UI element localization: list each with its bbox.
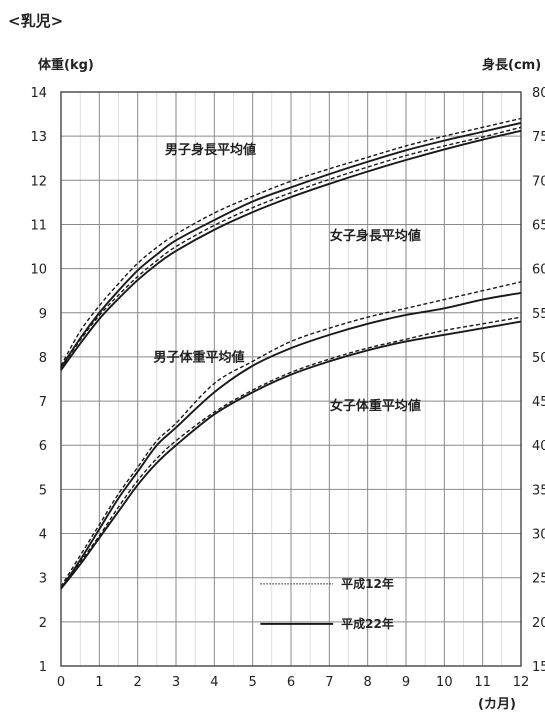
series-lines <box>60 117 522 590</box>
y-left-tick-label: 5 <box>39 483 47 498</box>
y-left-tick-label: 9 <box>39 307 47 322</box>
section-label: <乳児> <box>8 12 64 30</box>
y-right-tick-label: 70 <box>532 174 545 189</box>
series-line-h12 <box>60 126 522 369</box>
y-right-tick-label: 60 <box>532 263 545 278</box>
y-right-tick-label: 25 <box>532 572 545 587</box>
y-right-tick-label: 50 <box>532 351 545 366</box>
y-right-tick-label: 20 <box>532 616 545 631</box>
curve-label: 男子身長平均値 <box>165 142 256 158</box>
y-right-tick-label: 30 <box>532 528 545 543</box>
x-tick-label: 4 <box>210 675 218 690</box>
series-line-h22 <box>60 320 522 590</box>
series-line-h22 <box>60 129 522 371</box>
right-axis-label: 身長(cm) <box>482 58 542 73</box>
y-right-tick-label: 75 <box>532 130 545 145</box>
x-tick-label: 2 <box>134 675 142 690</box>
y-right-tick-label: 45 <box>532 395 545 410</box>
y-left-tick-label: 11 <box>30 218 47 233</box>
curve-label: 女子身長平均値 <box>330 228 421 244</box>
legend-label: 平成12年 <box>341 576 394 591</box>
y-right-tick-label: 35 <box>532 483 545 498</box>
y-right-tick-label: 65 <box>532 218 545 233</box>
curve-label: 男子体重平均値 <box>153 349 244 365</box>
x-tick-label: 1 <box>95 675 103 690</box>
y-left-tick-label: 4 <box>39 528 47 543</box>
series-line-h12 <box>60 117 522 367</box>
y-left-tick-label: 12 <box>30 174 47 189</box>
y-right-tick-label: 40 <box>532 439 545 454</box>
series-line-h12 <box>60 316 522 590</box>
y-right-tick-label: 80 <box>532 86 545 101</box>
y-left-tick-label: 13 <box>30 130 47 145</box>
x-tick-label: 11 <box>474 675 491 690</box>
left-axis-label: 体重(kg) <box>38 58 94 73</box>
y-left-tick-label: 2 <box>39 616 47 631</box>
x-tick-label: 12 <box>513 675 530 690</box>
x-tick-label: 9 <box>402 675 410 690</box>
chart-grid <box>60 91 522 667</box>
x-tick-label: 3 <box>172 675 180 690</box>
series-line-h22 <box>60 291 522 590</box>
legend-label: 平成22年 <box>341 616 394 631</box>
x-tick-label: 7 <box>325 675 333 690</box>
series-line-h22 <box>60 121 522 369</box>
y-left-tick-label: 3 <box>39 572 47 587</box>
plot-frame <box>60 91 522 667</box>
y-left-tick-label: 14 <box>30 86 47 101</box>
y-left-tick-label: 8 <box>39 351 47 366</box>
y-left-tick-label: 6 <box>39 439 47 454</box>
y-left-tick-label: 10 <box>30 263 47 278</box>
x-axis-label: (カ月) <box>478 697 516 712</box>
series-line-h12 <box>60 281 522 587</box>
x-tick-label: 5 <box>249 675 257 690</box>
x-tick-label: 0 <box>57 675 65 690</box>
x-tick-label: 10 <box>436 675 453 690</box>
tick-labels: 0 1 2 3 4 5 6 7 8 9 10 11 12123456789101112131415202… <box>30 86 545 690</box>
y-left-tick-label: 7 <box>39 395 47 410</box>
x-tick-label: 6 <box>287 675 295 690</box>
y-right-tick-label: 15 <box>532 660 545 675</box>
curve-label: 女子体重平均値 <box>330 398 421 414</box>
y-left-tick-label: 1 <box>39 660 47 675</box>
y-right-tick-label: 55 <box>532 307 545 322</box>
x-tick-label: 8 <box>364 675 372 690</box>
